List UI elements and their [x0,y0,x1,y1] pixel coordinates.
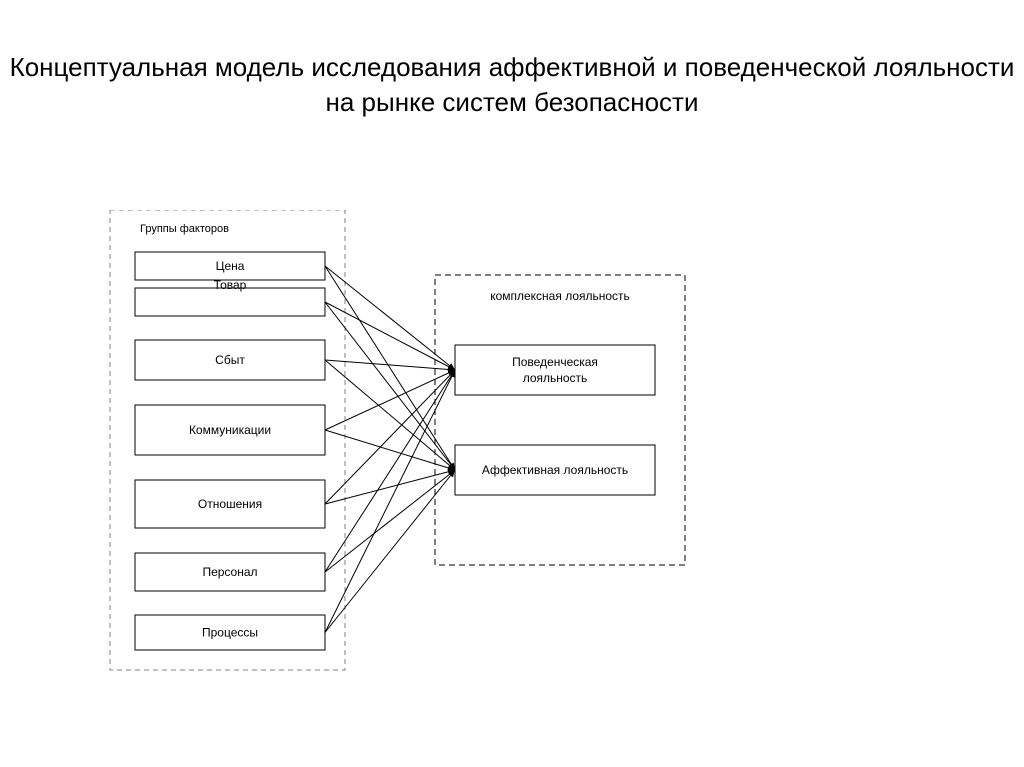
target-affective-label: Аффективная лояльность [482,463,628,477]
target-behavioral-label2: лояльность [523,371,588,385]
factor-staff-label: Персонал [202,565,257,579]
loyalty-panel [435,275,685,565]
factor-process-label: Процессы [202,626,258,640]
loyalty-panel-title: комплексная лояльность [490,289,630,303]
diagram-svg: Группы факторов комплексная лояльность Пов… [100,210,720,700]
target-behavioral-label1: Поведенческая [512,355,598,369]
edge-relations-affective [325,470,455,504]
factors-panel-title: Группы факторов [140,223,229,235]
factor-product [135,288,325,316]
factor-relations-label: Отношения [198,497,262,511]
factor-comm-label: Коммуникации [189,423,271,437]
target-behavioral [455,345,655,395]
factor-sales-label: Сбыт [215,353,245,367]
factor-price-label: Цена [216,259,245,273]
diagram-container: Группы факторов комплексная лояльность Пов… [100,210,720,700]
factor-product-label: Товар [214,278,247,292]
page-title: Концептуальная модель исследования аффек… [0,50,1024,120]
